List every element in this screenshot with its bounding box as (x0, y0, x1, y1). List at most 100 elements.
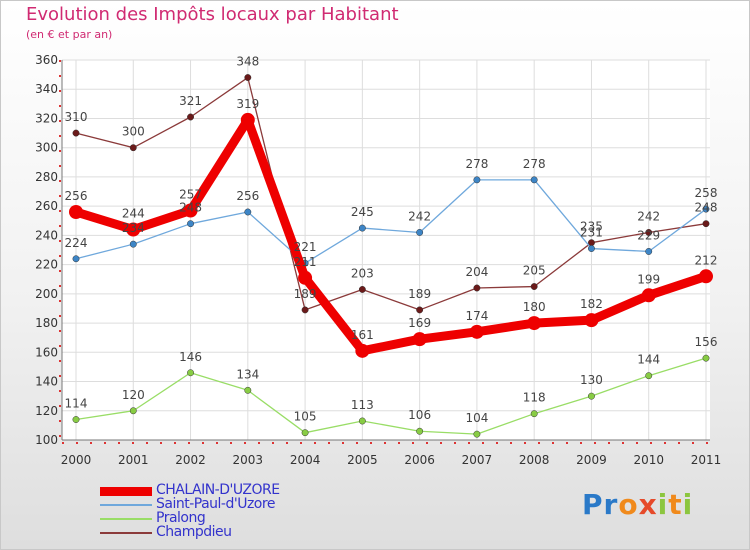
data-label: 234 (122, 221, 145, 235)
data-label: 120 (122, 388, 145, 402)
y-tick-label: 240 (35, 228, 58, 242)
legend-swatch (100, 504, 152, 506)
data-point (129, 144, 137, 152)
x-tick-label: 2007 (462, 453, 493, 467)
data-label: 256 (236, 189, 259, 203)
data-label: 245 (351, 205, 374, 219)
data-point (298, 270, 313, 285)
data-point (530, 283, 538, 290)
y-tick-label: 360 (35, 53, 58, 67)
logo-letter: i (657, 488, 669, 521)
data-point (187, 113, 194, 121)
data-label: 211 (294, 255, 317, 269)
y-tick-label: 140 (35, 375, 58, 389)
y-tick-label: 180 (35, 316, 58, 330)
data-point (72, 255, 80, 263)
data-label: 161 (351, 328, 374, 342)
data-point (355, 343, 370, 358)
data-label: 205 (523, 264, 546, 278)
x-tick-label: 2003 (233, 453, 264, 467)
data-point (244, 386, 252, 394)
data-point (72, 416, 80, 423)
data-label: 189 (408, 287, 431, 301)
data-label: 242 (637, 209, 660, 223)
x-tick-label: 2010 (633, 453, 664, 467)
data-label: 203 (351, 266, 374, 280)
data-label: 248 (179, 201, 202, 215)
data-point (473, 430, 481, 438)
data-label: 221 (294, 240, 317, 254)
data-label: 310 (65, 110, 88, 124)
x-tick-label: 2001 (118, 453, 149, 467)
legend-item: Pralong (100, 510, 360, 526)
logo-letter: t (668, 488, 683, 521)
data-point (358, 417, 366, 425)
data-point (588, 392, 595, 400)
series-line-champdieu (75, 76, 707, 311)
data-label: 134 (236, 367, 259, 381)
y-tick-label: 200 (35, 287, 58, 301)
data-point (301, 306, 309, 314)
data-point (244, 208, 252, 216)
data-labels: 114 120 146 134 105 113 106 104 118 130 144 156 310 3… (65, 55, 718, 426)
logo-letter: o (618, 488, 639, 521)
data-point (702, 205, 710, 213)
data-point (588, 245, 595, 252)
data-label: 257 (179, 188, 202, 202)
data-point (244, 74, 252, 81)
data-label: 144 (637, 353, 660, 367)
data-point (301, 429, 309, 437)
data-point (416, 427, 424, 435)
legend-label: Champdieu (156, 524, 232, 540)
data-label: 130 (580, 373, 603, 387)
x-tick-label: 2008 (519, 453, 550, 467)
data-point (530, 176, 538, 184)
data-label: 169 (408, 316, 431, 330)
data-label: 224 (65, 236, 88, 250)
data-label: 319 (236, 97, 259, 111)
data-point (240, 112, 255, 127)
data-label: 180 (523, 300, 546, 314)
legend-label: CHALAIN-D'UZORE (156, 482, 280, 498)
legend-label: Saint-Paul-d'Uzore (156, 496, 275, 512)
data-point (699, 269, 713, 284)
data-point (530, 410, 538, 418)
data-point (469, 324, 484, 339)
data-label: 106 (408, 408, 431, 422)
y-tick-label: 280 (35, 170, 58, 184)
data-point (473, 176, 481, 184)
data-label: 321 (179, 94, 202, 108)
data-point (358, 224, 366, 232)
data-point (69, 205, 83, 219)
data-point (641, 288, 656, 303)
data-point (129, 407, 137, 415)
axes: 100 120 140 160 180 200 220 240 260 280 300 320 340 3… (35, 53, 721, 467)
x-tick-label: 2011 (691, 453, 722, 467)
data-point (412, 332, 427, 347)
data-label: 258 (695, 186, 718, 200)
data-point (645, 229, 653, 236)
series-line-chalain-d-uzore (71, 115, 711, 356)
data-label: 189 (294, 287, 317, 301)
data-point (702, 220, 710, 228)
data-label: 113 (351, 398, 374, 412)
logo-letter: r (603, 488, 619, 521)
series-line-saint-paul-d-uzore (75, 179, 707, 264)
legend-swatch (100, 487, 152, 496)
series-line-pralong (75, 357, 707, 435)
legend-label: Pralong (156, 510, 206, 526)
y-tick-label: 320 (35, 111, 58, 125)
data-label: 104 (465, 411, 488, 425)
data-label: 231 (580, 226, 603, 240)
data-point (702, 354, 710, 362)
x-tick-label: 2009 (576, 453, 607, 467)
y-tick-label: 120 (35, 404, 58, 418)
legend-swatch (100, 532, 152, 534)
x-tick-label: 2006 (404, 453, 435, 467)
data-label: 146 (179, 350, 202, 364)
data-label: 156 (695, 335, 718, 349)
logo-letter: i (682, 488, 694, 521)
data-label: 278 (465, 157, 488, 171)
data-label: 256 (65, 189, 88, 203)
data-point (358, 286, 366, 293)
